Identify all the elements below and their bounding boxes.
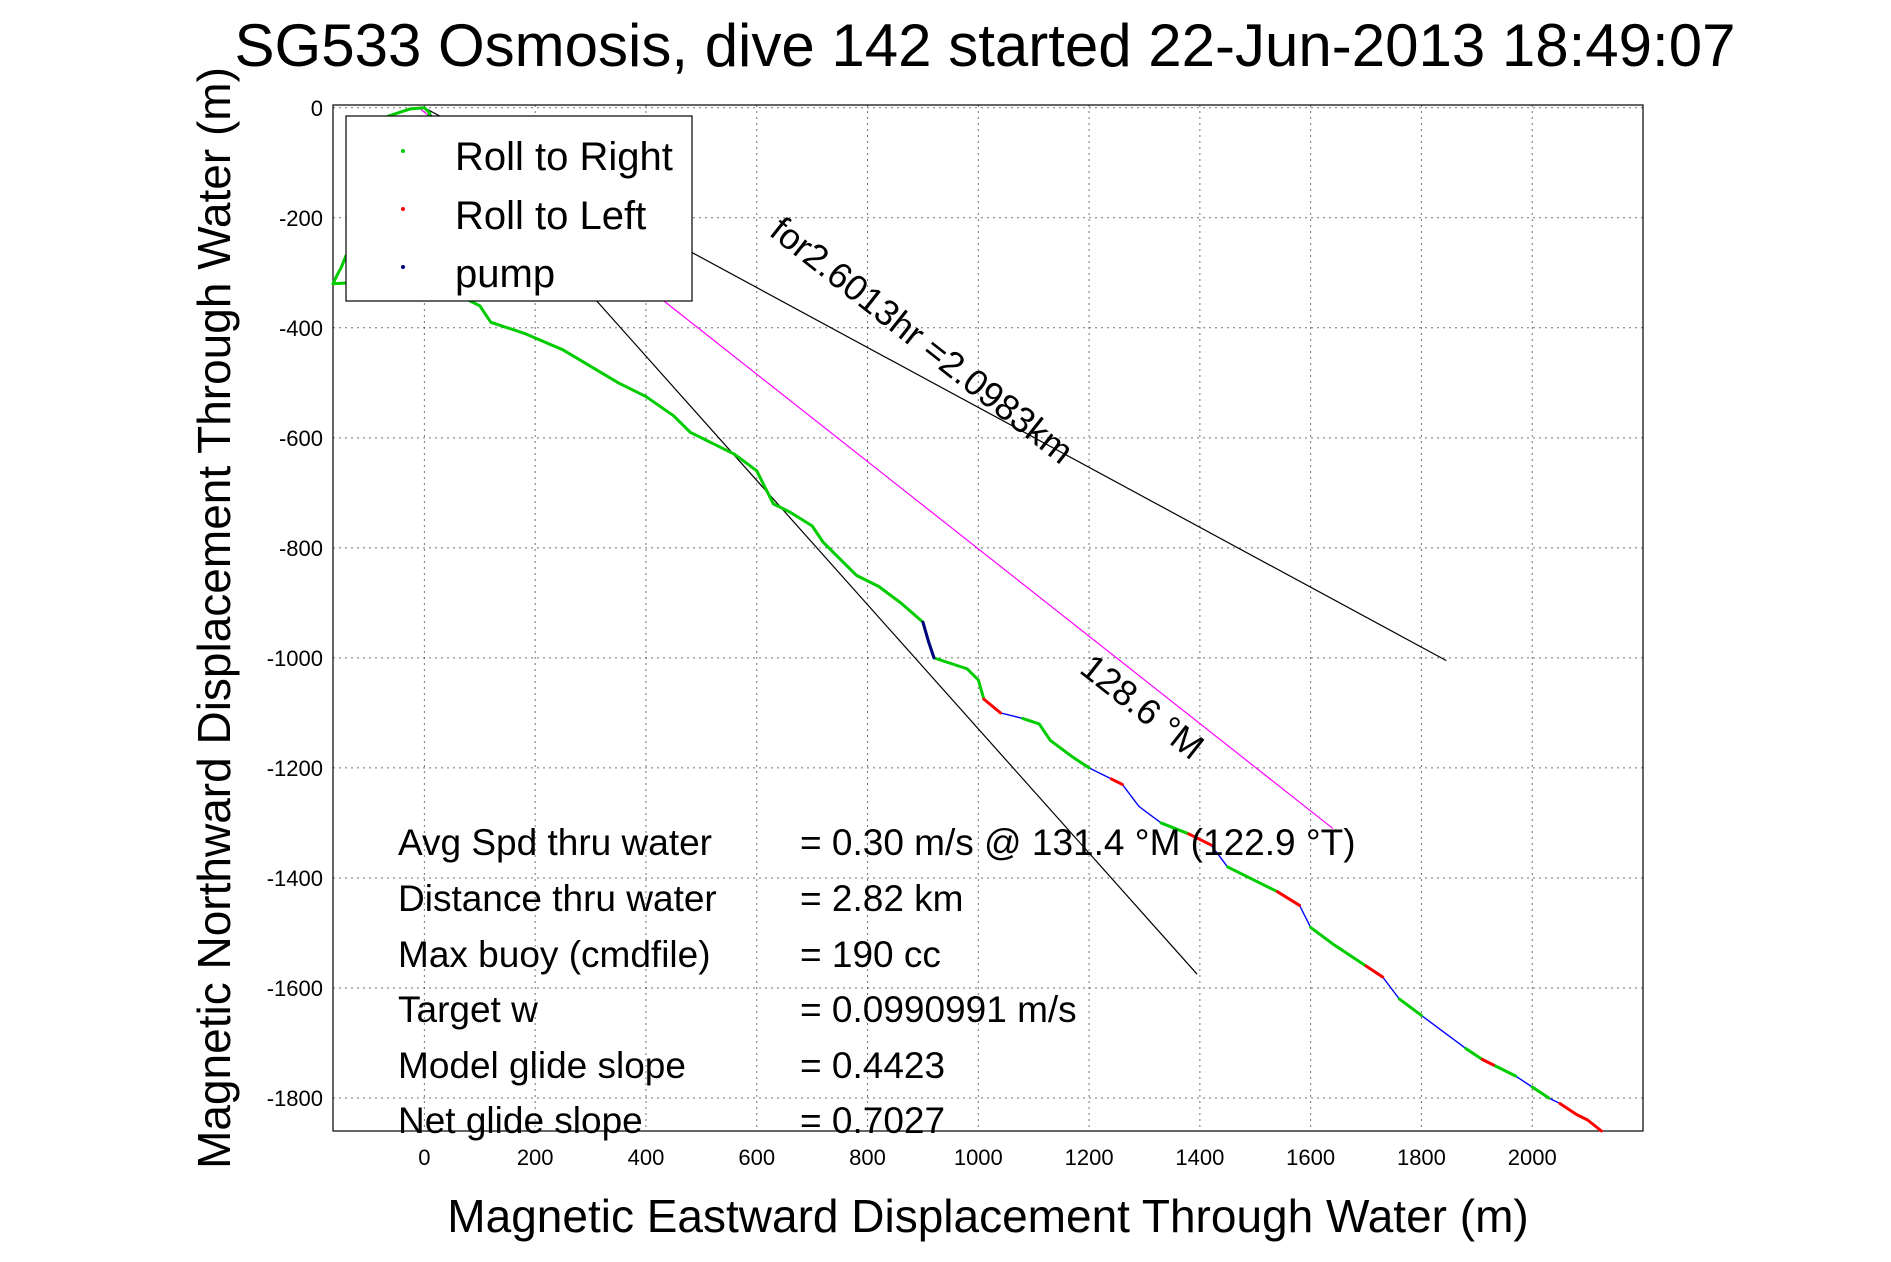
roll-left-segment xyxy=(1275,890,1302,907)
legend-label-roll-right: Roll to Right xyxy=(455,135,673,179)
legend-marker-roll-right xyxy=(401,149,405,153)
dive-statistics: Avg Spd thru water = 0.30 m/s @ 131.4 °M… xyxy=(398,822,1356,1141)
y-tick-label: -1000 xyxy=(267,646,323,671)
roll-left-segment xyxy=(1480,1057,1495,1067)
roll-left-segment xyxy=(1364,964,1385,979)
y-tick-label: -1600 xyxy=(267,976,323,1001)
x-tick-labels: 0 200 400 600 800 1000 1200 1400 1600 1800 2000 xyxy=(418,1145,1556,1170)
x-tick-label: 2000 xyxy=(1508,1145,1557,1170)
pump-segment xyxy=(921,620,936,660)
x-tick-label: 1000 xyxy=(954,1145,1003,1170)
chart-title: SG533 Osmosis, dive 142 started 22-Jun-2… xyxy=(235,12,1736,79)
roll-right-segment xyxy=(1226,865,1279,894)
y-tick-label: -1200 xyxy=(267,756,323,781)
x-tick-label: 1400 xyxy=(1175,1145,1224,1170)
x-tick-label: 200 xyxy=(517,1145,554,1170)
stat-label-distance: Distance thru water xyxy=(398,878,717,919)
roll-right-segment xyxy=(1464,1046,1484,1061)
x-tick-label: 1600 xyxy=(1286,1145,1335,1170)
stat-label-net-glide-slope: Net glide slope xyxy=(398,1100,643,1141)
legend-marker-pump xyxy=(401,265,405,269)
roll-left-segment xyxy=(982,697,1002,715)
y-tick-label: -800 xyxy=(279,536,323,561)
roll-right-segment xyxy=(1491,1063,1518,1078)
legend-label-roll-left: Roll to Left xyxy=(455,194,646,238)
x-tick-label: 400 xyxy=(628,1145,665,1170)
stat-label-model-glide-slope: Model glide slope xyxy=(398,1045,686,1086)
roll-right-segment xyxy=(1159,821,1191,836)
y-tick-label: -600 xyxy=(279,426,323,451)
roll-left-segment xyxy=(1109,777,1124,786)
roll-right-segment xyxy=(1309,925,1368,968)
roll-left-segment xyxy=(1558,1101,1603,1133)
roll-right-segment xyxy=(1397,997,1423,1017)
x-tick-label: 1200 xyxy=(1065,1145,1114,1170)
y-tick-label: -1800 xyxy=(267,1086,323,1111)
x-tick-label: 600 xyxy=(738,1145,775,1170)
legend-marker-roll-left xyxy=(401,207,405,211)
stat-value-net-glide-slope: = 0.7027 xyxy=(800,1100,945,1141)
y-tick-label: 0 xyxy=(311,96,323,121)
stat-value-distance: = 2.82 km xyxy=(800,878,964,919)
x-tick-label: 1800 xyxy=(1397,1145,1446,1170)
stat-value-target-w: = 0.0990991 m/s xyxy=(800,989,1077,1030)
x-axis-label: Magnetic Eastward Displacement Through W… xyxy=(447,1190,1528,1242)
roll-right-segment xyxy=(1021,716,1091,770)
stat-value-model-glide-slope: = 0.4423 xyxy=(800,1045,945,1086)
stat-value-avg-speed: = 0.30 m/s @ 131.4 °M (122.9 °T) xyxy=(800,822,1356,863)
stat-value-max-buoy: = 190 cc xyxy=(800,934,941,975)
y-tick-label: -200 xyxy=(279,206,323,231)
legend-label-pump: pump xyxy=(455,252,555,296)
roll-right-segment xyxy=(1530,1085,1551,1100)
roll-left-segment xyxy=(1187,832,1213,847)
y-tick-label: -1400 xyxy=(267,866,323,891)
stat-label-avg-speed: Avg Spd thru water xyxy=(398,822,712,863)
y-tick-labels: 0 -200 -400 -600 -800 -1000 -1200 -1400 -1600 -18… xyxy=(267,96,323,1111)
stat-label-target-w: Target w xyxy=(398,989,538,1030)
grid xyxy=(333,105,1643,1131)
legend: Roll to Right Roll to Left pump xyxy=(345,115,693,302)
x-tick-label: 0 xyxy=(418,1145,430,1170)
y-tick-label: -400 xyxy=(279,316,323,341)
stat-label-max-buoy: Max buoy (cmdfile) xyxy=(398,934,711,975)
x-tick-label: 800 xyxy=(849,1145,886,1170)
y-axis-label: Magnetic Northward Displacement Through … xyxy=(188,67,240,1169)
